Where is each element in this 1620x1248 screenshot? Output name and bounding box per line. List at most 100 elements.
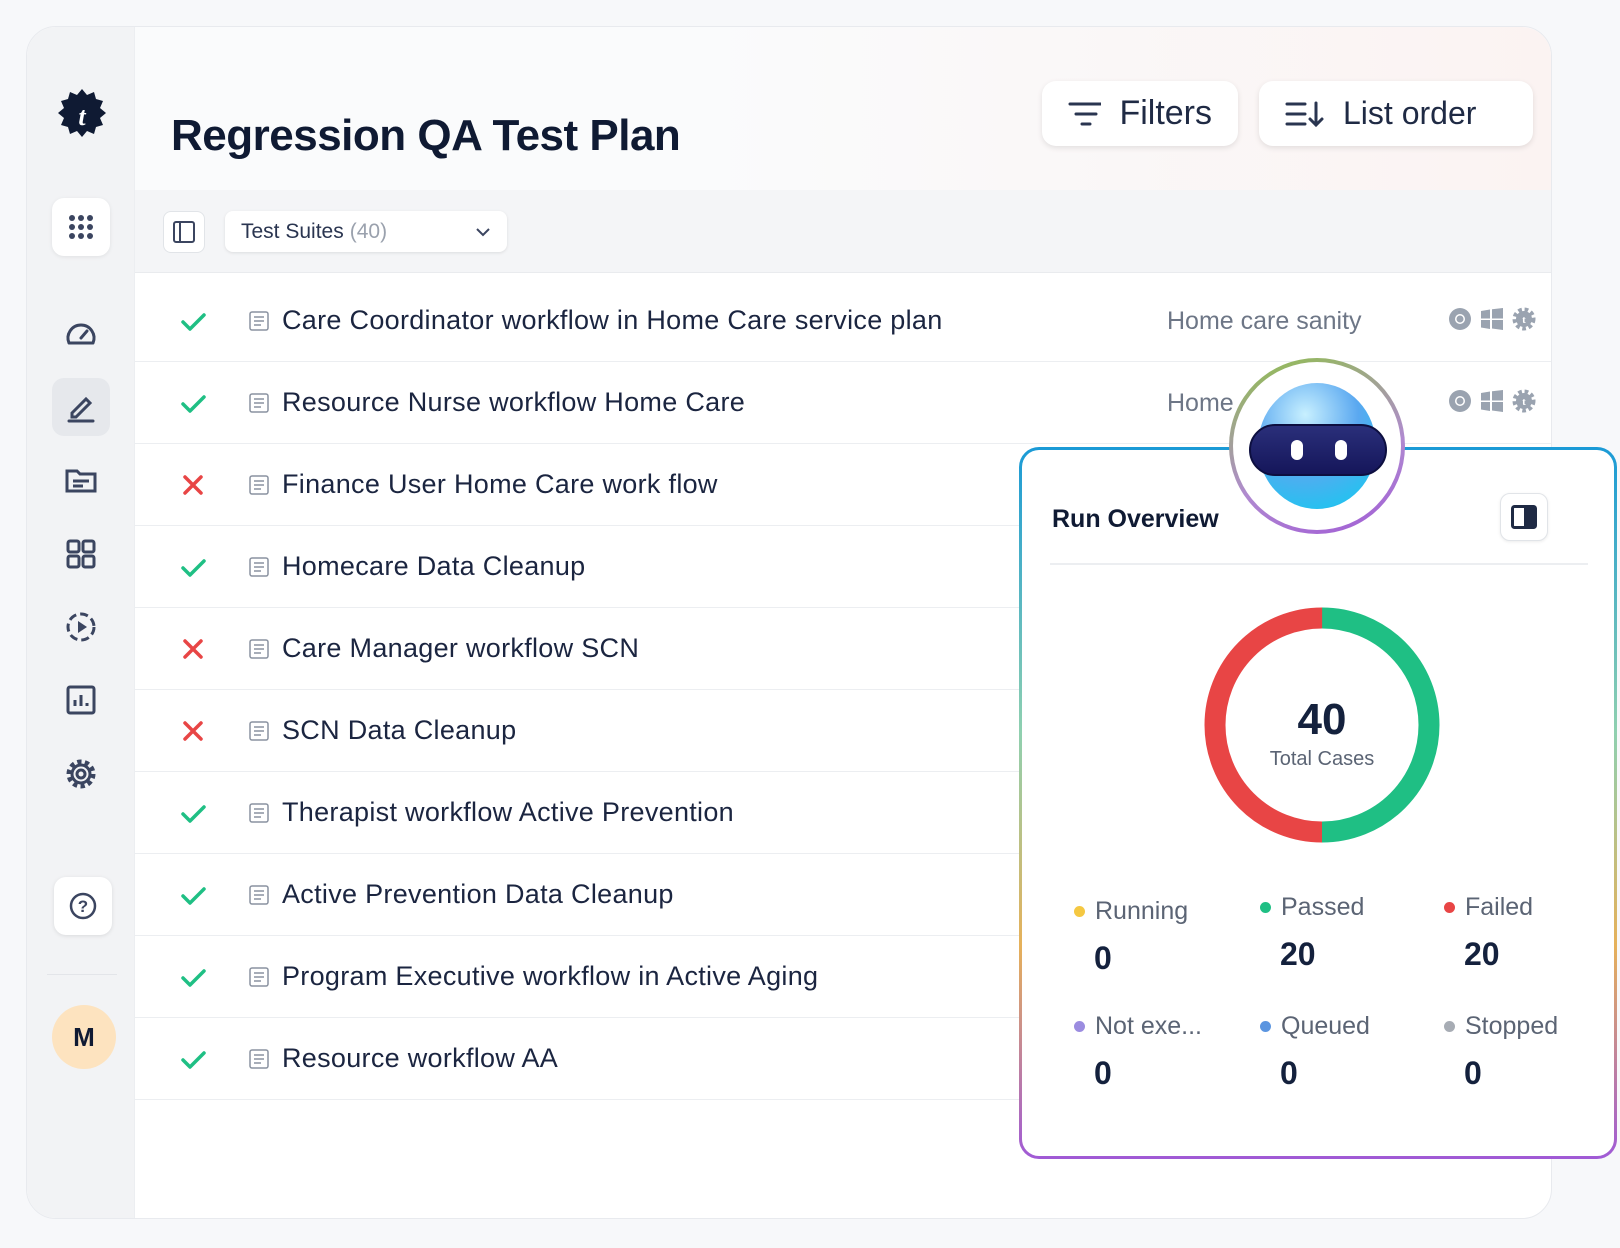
stat-passed: Passed 20 <box>1260 893 1430 973</box>
test-case-row[interactable]: Finance User Home Care work flow <box>135 444 1551 526</box>
stat-value: 0 <box>1094 940 1112 976</box>
total-count: 40 <box>1297 695 1347 744</box>
donut-failed-arc <box>1204 607 1440 843</box>
folder-icon <box>65 469 97 493</box>
panel-title: Run Overview <box>1052 505 1219 533</box>
test-case-name[interactable]: Active Prevention Data Cleanup <box>282 879 674 909</box>
help-button[interactable]: ? <box>54 877 112 935</box>
test-case-row[interactable]: Homecare Data Cleanup <box>135 526 1551 608</box>
document-icon <box>249 1049 269 1074</box>
status-dot <box>1260 902 1271 913</box>
stat-value: 20 <box>1464 936 1500 972</box>
x-icon <box>180 718 206 744</box>
grid-dots-icon <box>69 215 93 239</box>
stat-value: 0 <box>1280 1055 1298 1091</box>
toggle-sidebar-button[interactable] <box>163 211 205 253</box>
document-icon <box>249 721 269 746</box>
x-icon <box>180 472 206 498</box>
four-squares-icon <box>66 539 96 569</box>
test-case-row[interactable]: SCN Data Cleanup <box>135 690 1551 772</box>
test-case-name[interactable]: Care Manager workflow SCN <box>282 633 640 663</box>
sidebar-item-edit[interactable] <box>52 378 110 436</box>
status-dot <box>1444 1021 1455 1032</box>
gear-icon <box>66 759 96 789</box>
sidebar-item-reports[interactable] <box>52 671 110 729</box>
test-case-row[interactable]: Therapist workflow Active Prevention <box>135 772 1551 854</box>
list-order-label: List order <box>1343 95 1477 131</box>
panel-left-icon <box>173 221 195 243</box>
filters-label: Filters <box>1119 94 1212 132</box>
status-dot <box>1074 1021 1085 1032</box>
document-icon <box>249 885 269 910</box>
svg-text:t: t <box>78 102 86 131</box>
stat-not-exe-: Not exe... 0 <box>1074 1012 1244 1092</box>
status-dot <box>1444 902 1455 913</box>
play-circle-icon <box>66 612 96 642</box>
test-case-row[interactable]: Resource workflow AA <box>135 1018 1551 1100</box>
test-case-name[interactable]: Resource Nurse workflow Home Care <box>282 387 746 417</box>
sidebar-divider <box>47 974 117 975</box>
sidebar-item-modules[interactable] <box>52 525 110 583</box>
test-case-name[interactable]: Finance User Home Care work flow <box>282 469 718 499</box>
document-icon <box>249 557 269 582</box>
sidebar-item-settings[interactable] <box>52 745 110 803</box>
collapse-panel-button[interactable] <box>1500 493 1548 541</box>
filters-button[interactable]: Filters <box>1042 81 1238 146</box>
stat-label: Queued <box>1281 1012 1370 1040</box>
test-case-name[interactable]: Therapist workflow Active Prevention <box>282 797 734 827</box>
header: Regression QA Test Plan Filters List ord… <box>135 27 1551 190</box>
dropdown-label: Test Suites <box>241 219 344 243</box>
test-case-row[interactable]: Care Coordinator workflow in Home Care s… <box>135 280 1551 362</box>
document-icon <box>249 639 269 664</box>
document-icon <box>249 803 269 828</box>
test-case-name[interactable]: SCN Data Cleanup <box>282 715 517 745</box>
test-case-row[interactable]: Care Manager workflow SCN <box>135 608 1551 690</box>
total-label: Total Cases <box>1269 748 1375 770</box>
stat-label: Failed <box>1465 893 1534 921</box>
stat-failed: Failed 20 <box>1444 893 1614 973</box>
test-case-name[interactable]: Program Executive workflow in Active Agi… <box>282 961 819 991</box>
list-order-button[interactable]: List order <box>1259 81 1533 146</box>
chevron-down-icon <box>476 227 490 236</box>
assistant-bot-avatar[interactable] <box>1229 358 1405 534</box>
check-icon <box>180 390 206 416</box>
svg-text:t: t <box>1522 396 1526 408</box>
suite-name: Home <box>1167 389 1234 417</box>
page-title: Regression QA Test Plan <box>171 111 681 160</box>
test-case-name[interactable]: Homecare Data Cleanup <box>282 551 586 581</box>
test-case-name[interactable]: Resource workflow AA <box>282 1043 559 1073</box>
chrome-icon <box>1448 307 1472 336</box>
sidebar-item-folder[interactable] <box>52 451 110 509</box>
stat-label: Stopped <box>1465 1012 1559 1040</box>
pencil-icon <box>67 396 95 423</box>
bar-chart-icon <box>66 685 96 715</box>
test-suites-dropdown[interactable]: Test Suites (40) <box>225 211 507 252</box>
stat-stopped: Stopped 0 <box>1444 1012 1614 1092</box>
windows-icon <box>1480 307 1504 336</box>
test-case-name[interactable]: Care Coordinator workflow in Home Care s… <box>282 305 943 335</box>
svg-text:?: ? <box>78 897 88 916</box>
test-case-row[interactable]: Program Executive workflow in Active Agi… <box>135 936 1551 1018</box>
avatar[interactable]: M <box>52 1005 116 1069</box>
gauge-icon <box>66 323 96 345</box>
sidebar-item-runs[interactable] <box>52 598 110 656</box>
gear-icon: t <box>1512 389 1536 418</box>
test-case-row[interactable]: Resource Nurse workflow Home Care Home t <box>135 362 1551 444</box>
question-circle-icon: ? <box>69 892 97 920</box>
suite-name: Home care sanity <box>1167 307 1362 335</box>
status-dot <box>1260 1021 1271 1032</box>
sidebar-item-dashboard[interactable] <box>52 305 110 363</box>
sort-icon <box>1285 101 1324 127</box>
gear-icon: t <box>1512 307 1536 336</box>
sidebar: t ? M <box>27 27 135 1218</box>
test-case-row[interactable]: Active Prevention Data Cleanup <box>135 854 1551 936</box>
document-icon <box>249 393 269 418</box>
stat-label: Running <box>1095 897 1189 925</box>
bot-visor <box>1249 424 1387 476</box>
check-icon <box>180 882 206 908</box>
apps-grid-button[interactable] <box>52 198 110 256</box>
svg-text:t: t <box>1522 314 1526 326</box>
logo-icon: t <box>54 87 110 148</box>
stat-value: 20 <box>1280 936 1316 972</box>
check-icon <box>180 800 206 826</box>
